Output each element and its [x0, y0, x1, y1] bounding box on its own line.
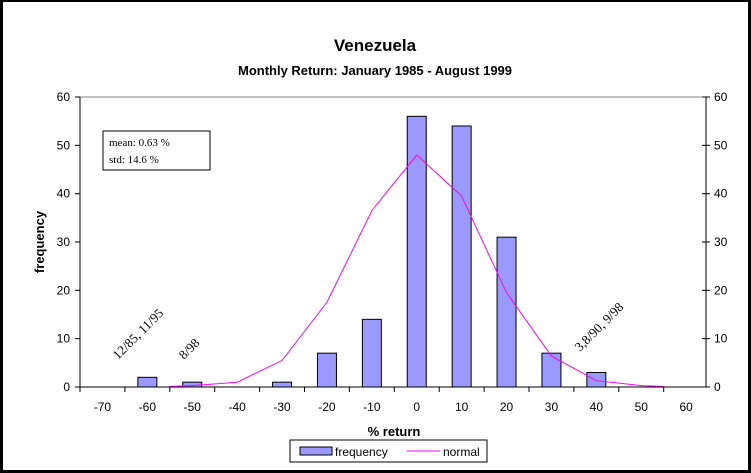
y-tick-label: 60 [57, 90, 71, 104]
x-tick-label: 40 [590, 400, 604, 414]
y2-tick-label: 40 [714, 187, 728, 201]
y-tick-label: 30 [57, 235, 71, 249]
x-tick-label: 60 [679, 400, 693, 414]
normal-line-series [169, 154, 664, 387]
y2-tick-label: 30 [714, 235, 728, 249]
y-tick-label: 20 [57, 283, 71, 297]
bar-20 [496, 236, 517, 388]
frequency-bars [137, 115, 607, 388]
y-axis-title: frequency [32, 210, 47, 273]
legend-box [289, 439, 488, 463]
normal-line [169, 154, 664, 387]
bar-40 [586, 372, 607, 388]
y2-tick-label: 20 [714, 283, 728, 297]
x-tick-label: -60 [139, 400, 157, 414]
legend-normal-label: normal [443, 445, 480, 459]
y2-tick-label: 50 [714, 138, 728, 152]
bar--20 [316, 352, 337, 388]
bar-30 [541, 352, 562, 388]
x-tick-label: -30 [273, 400, 291, 414]
x-axis-title: % return [368, 424, 421, 439]
y-tick-label: 0 [63, 380, 70, 394]
y-tick-label: 10 [57, 332, 71, 346]
x-tick-label: -10 [363, 400, 381, 414]
legend-frequency-label: frequency [335, 445, 388, 459]
chart-title: Venezuela [334, 36, 417, 55]
bar-0 [406, 115, 427, 388]
x-tick-label: -40 [228, 400, 246, 414]
x-tick-label: 0 [413, 400, 420, 414]
x-tick-label: 30 [545, 400, 559, 414]
stats-std: std: 14.6 % [109, 154, 159, 166]
y2-tick-label: 10 [714, 332, 728, 346]
x-tick-label: 50 [635, 400, 649, 414]
legend: frequency normal [289, 439, 488, 463]
x-tick-label: -20 [318, 400, 336, 414]
bar--60 [137, 376, 158, 388]
axes: 0 10 20 30 40 50 60 0 10 20 30 40 50 60 -70 -60 -50 -40 -3… [57, 90, 728, 414]
y2-tick-label: 0 [714, 380, 721, 394]
x-tick-label: -70 [94, 400, 112, 414]
y-tick-label: 50 [57, 138, 71, 152]
annotation-label: 8/98 [176, 335, 203, 362]
stats-box-border [102, 130, 211, 171]
stats-mean: mean: 0.63 % [109, 137, 170, 149]
bar--10 [361, 318, 382, 388]
annotation-label: 3,8/90, 9/98 [572, 299, 627, 354]
y2-tick-label: 60 [714, 90, 728, 104]
y-tick-label: 40 [57, 187, 71, 201]
x-tick-label: -50 [184, 400, 202, 414]
bar-10 [451, 125, 472, 388]
bar--30 [272, 381, 293, 388]
annotation-label: 12/85, 11/95 [110, 305, 167, 362]
x-tick-label: 20 [500, 400, 514, 414]
stats-box: mean: 0.63 % std: 14.6 % [102, 130, 211, 171]
legend-frequency-swatch [299, 446, 333, 456]
chart-subtitle: Monthly Return: January 1985 - August 19… [238, 63, 512, 78]
x-tick-label: 10 [455, 400, 469, 414]
